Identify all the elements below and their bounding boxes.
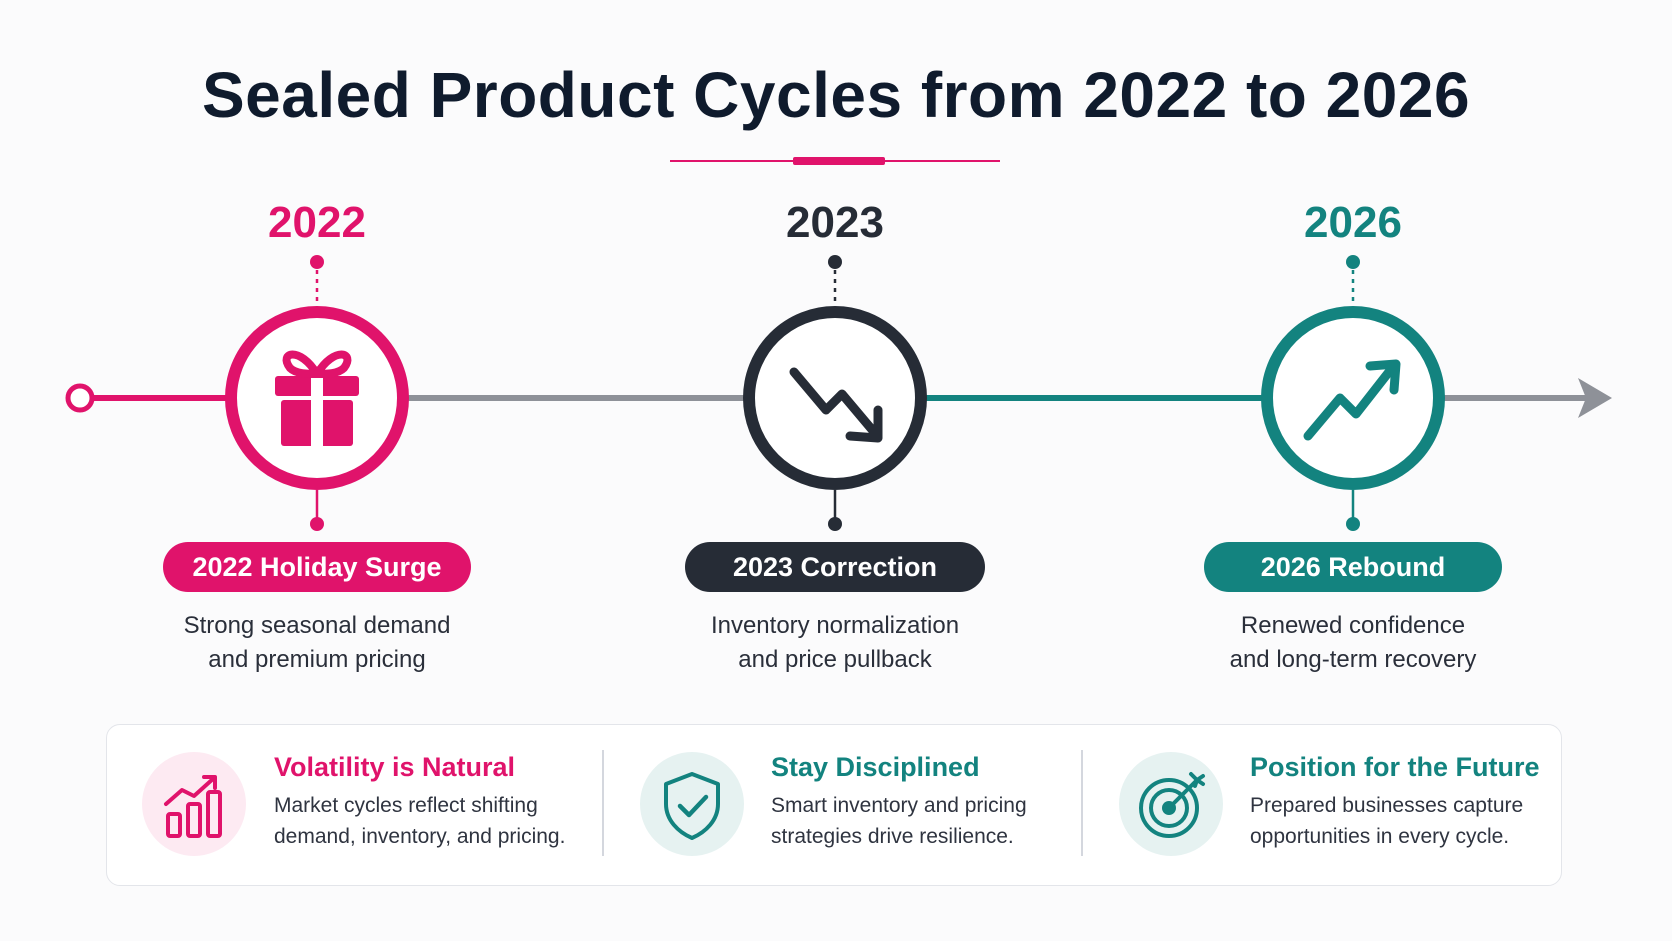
insight-icon-badge [640,752,744,856]
shield-check-icon [664,772,720,840]
target-arrow-icon [1139,772,1205,838]
trend-down-icon [789,367,883,443]
insight-icon-badge [142,752,246,856]
milestone-year-2023: 2023 [786,198,884,247]
page-title: Sealed Product Cycles from 2022 to 2026 [201,59,1471,131]
bar-chart-growth-icon [164,775,222,838]
insights-panel [106,724,1562,886]
timeline-start-node [65,383,95,413]
insight-text: Market cycles reflect shifting demand, i… [274,794,566,848]
milestone-year-2022: 2022 [268,198,366,247]
title-underline-accent [793,157,885,165]
insight-text: Prepared businesses capture opportunitie… [1250,794,1524,848]
insight-icon-badge [1119,752,1223,856]
insight-title: Stay Disciplined [771,752,980,782]
milestone-label-2026: 2026 Rebound [1204,542,1502,592]
milestone-2023-marker [743,255,927,531]
milestone-description-2023: Inventory normalization and price pullba… [710,612,960,673]
trend-up-icon [1303,359,1401,441]
insights-divider [602,750,604,856]
milestone-description-2022: Strong seasonal demand and premium prici… [183,612,451,673]
milestone-2022-marker [225,255,409,531]
milestone-year-2026: 2026 [1304,198,1402,247]
insight-text: Smart inventory and pricing strategies d… [771,794,1027,848]
timeline-arrowhead-icon [1578,378,1612,418]
milestone-label-2022: 2022 Holiday Surge [163,542,471,592]
insights-divider [1081,750,1083,856]
gift-icon [275,350,359,446]
milestone-description-2026: Renewed confidence and long-term recover… [1229,612,1477,673]
insight-title: Position for the Future [1250,752,1540,782]
insight-title: Volatility is Natural [274,752,516,782]
milestone-label-2023: 2023 Correction [685,542,985,592]
milestone-2026-marker [1261,255,1445,531]
